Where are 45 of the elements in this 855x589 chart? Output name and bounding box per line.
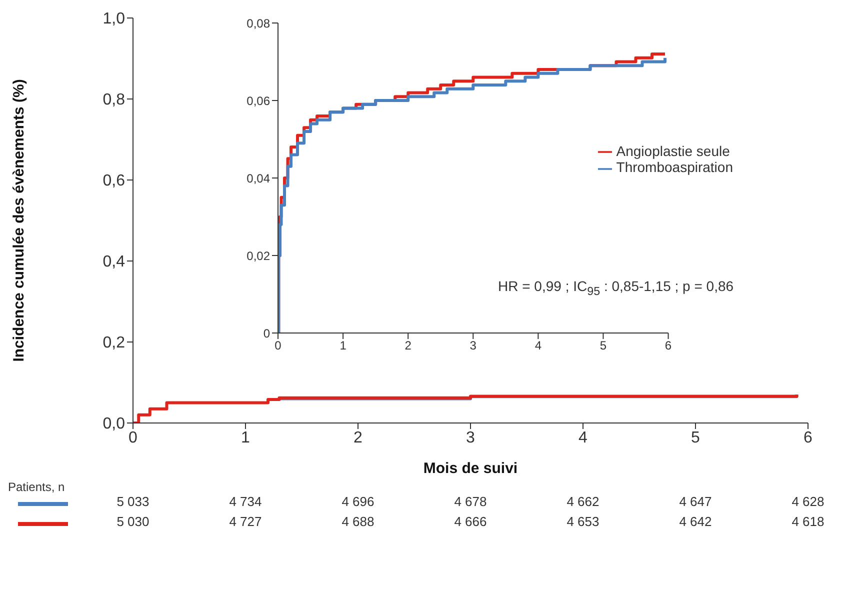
x-axis-title: Mois de suivi [423,460,518,477]
x-tick-label: 1 [241,429,250,446]
text: 4 696 [340,494,376,509]
x-tick-label: 6 [664,338,672,353]
annotation: HR = 0,99 ; IC$_{95}$ : 0,85-1,15 ; p = 0,86 [498,278,734,298]
x-tick-label: 4 [534,338,542,353]
text: Patients, n [8,480,65,494]
x-tick-label: 2 [354,429,363,446]
text: 4 688 [340,514,376,529]
y-axis-title: Incidence cumulée des évènements (%) [10,79,28,362]
text: 5 030 [116,514,150,529]
text: 4 666 [453,514,488,529]
y-tick-label: 0,6 [102,172,126,190]
x-tick-label: 5 [600,338,607,353]
y-tick-label: 0,4 [102,254,126,271]
y-tick-label: 0,06 [246,94,270,108]
y-tick-label: 0,8 [102,92,126,109]
legend-label: Angioplastie seule [616,143,730,159]
x-tick-label: 0 [274,338,282,353]
text: 4 734 [228,494,263,509]
x-tick-label: 2 [404,338,412,353]
y-tick-label: 0,08 [246,16,270,30]
x-tick-label: 5 [691,429,700,446]
text: 4 653 [566,514,600,529]
text: 4 628 [790,494,826,509]
x-tick-label: 3 [470,338,477,353]
text: 4 662 [566,494,600,509]
text: 4 618 [790,514,826,529]
text: 4 678 [453,494,488,509]
x-tick-label: 4 [578,429,588,446]
x-tick-label: 1 [340,338,347,353]
text: 5 033 [116,494,150,509]
x-tick-label: 0 [128,429,138,446]
text: 4 642 [678,514,713,529]
x-tick-label: 6 [804,429,813,446]
y-tick-label: 0,02 [246,248,270,263]
y-tick-label: 0,04 [246,171,270,186]
text: 4 647 [678,494,713,509]
y-tick-label: 0 [263,326,270,340]
text: 4 727 [228,514,263,529]
x-tick-label: 3 [466,429,476,446]
y-tick-label: 0,2 [102,334,126,352]
y-tick-label: 0,0 [102,416,126,433]
legend-label: Thromboaspiration [616,159,733,176]
y-tick-label: 1,0 [102,10,126,28]
